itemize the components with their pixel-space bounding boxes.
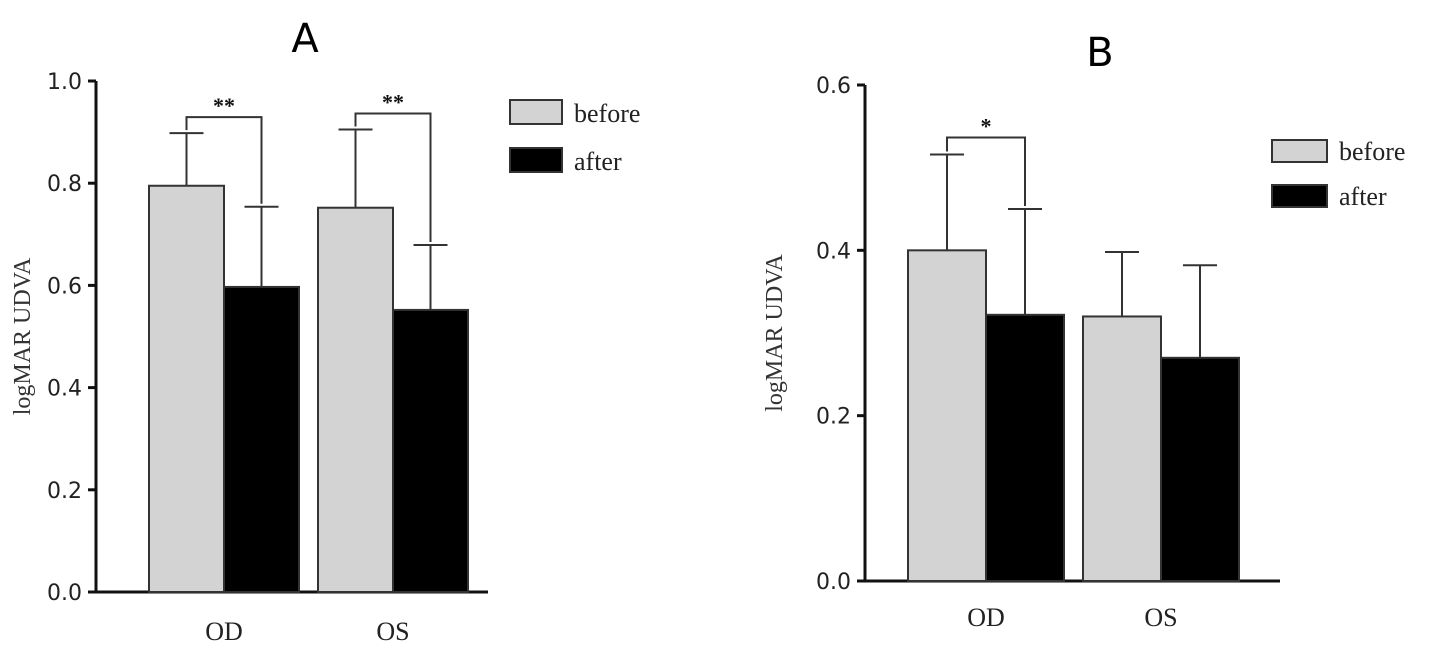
bar-before-os [317, 206, 394, 593]
bar-before-od [907, 249, 987, 582]
x-category-label: OD [967, 603, 1005, 632]
panel-letter: B [1086, 30, 1113, 76]
y-tick-label: 0.6 [47, 274, 82, 299]
significance-label: * [981, 113, 992, 138]
legend-label-after: after [1339, 182, 1387, 211]
y-tick-label: 1.0 [47, 70, 82, 95]
y-tick-label: 0.4 [816, 239, 851, 264]
significance-label: ** [382, 90, 404, 115]
x-category-label: OD [205, 617, 243, 646]
legend-swatch-before [509, 99, 563, 125]
legend-label-before: before [574, 99, 640, 128]
legend-swatch-before [1271, 139, 1328, 163]
y-tick-label: 0.8 [47, 172, 82, 197]
legend-label-before: before [1339, 137, 1405, 166]
bar-after-os [1160, 356, 1240, 582]
y-axis-title: logMAR UDVA [10, 257, 36, 415]
x-category-label: OS [1144, 603, 1177, 632]
significance-bracket [354, 112, 432, 243]
bar-before-os [1082, 315, 1162, 582]
y-axis-title: logMAR UDVA [762, 254, 788, 412]
y-tick-label: 0.0 [47, 581, 82, 606]
x-category-label: OS [376, 617, 409, 646]
significance-label: ** [213, 93, 235, 118]
bar-after-os [392, 308, 469, 593]
panel-letter: A [291, 16, 319, 62]
y-tick-label: 0.4 [47, 377, 82, 402]
legend-swatch-after [1271, 184, 1328, 208]
y-tick-label: 0.2 [47, 479, 82, 504]
y-tick-label: 0.2 [816, 405, 851, 430]
y-tick-label: 0.0 [816, 570, 851, 595]
significance-bracket [946, 136, 1026, 206]
significance-bracket [185, 116, 263, 204]
legend-swatch-after [509, 147, 563, 173]
bar-after-od [223, 285, 300, 593]
bar-before-od [148, 184, 225, 593]
y-tick-label: 0.6 [816, 74, 851, 99]
legend-label-after: after [574, 147, 622, 176]
bar-after-od [985, 313, 1065, 582]
